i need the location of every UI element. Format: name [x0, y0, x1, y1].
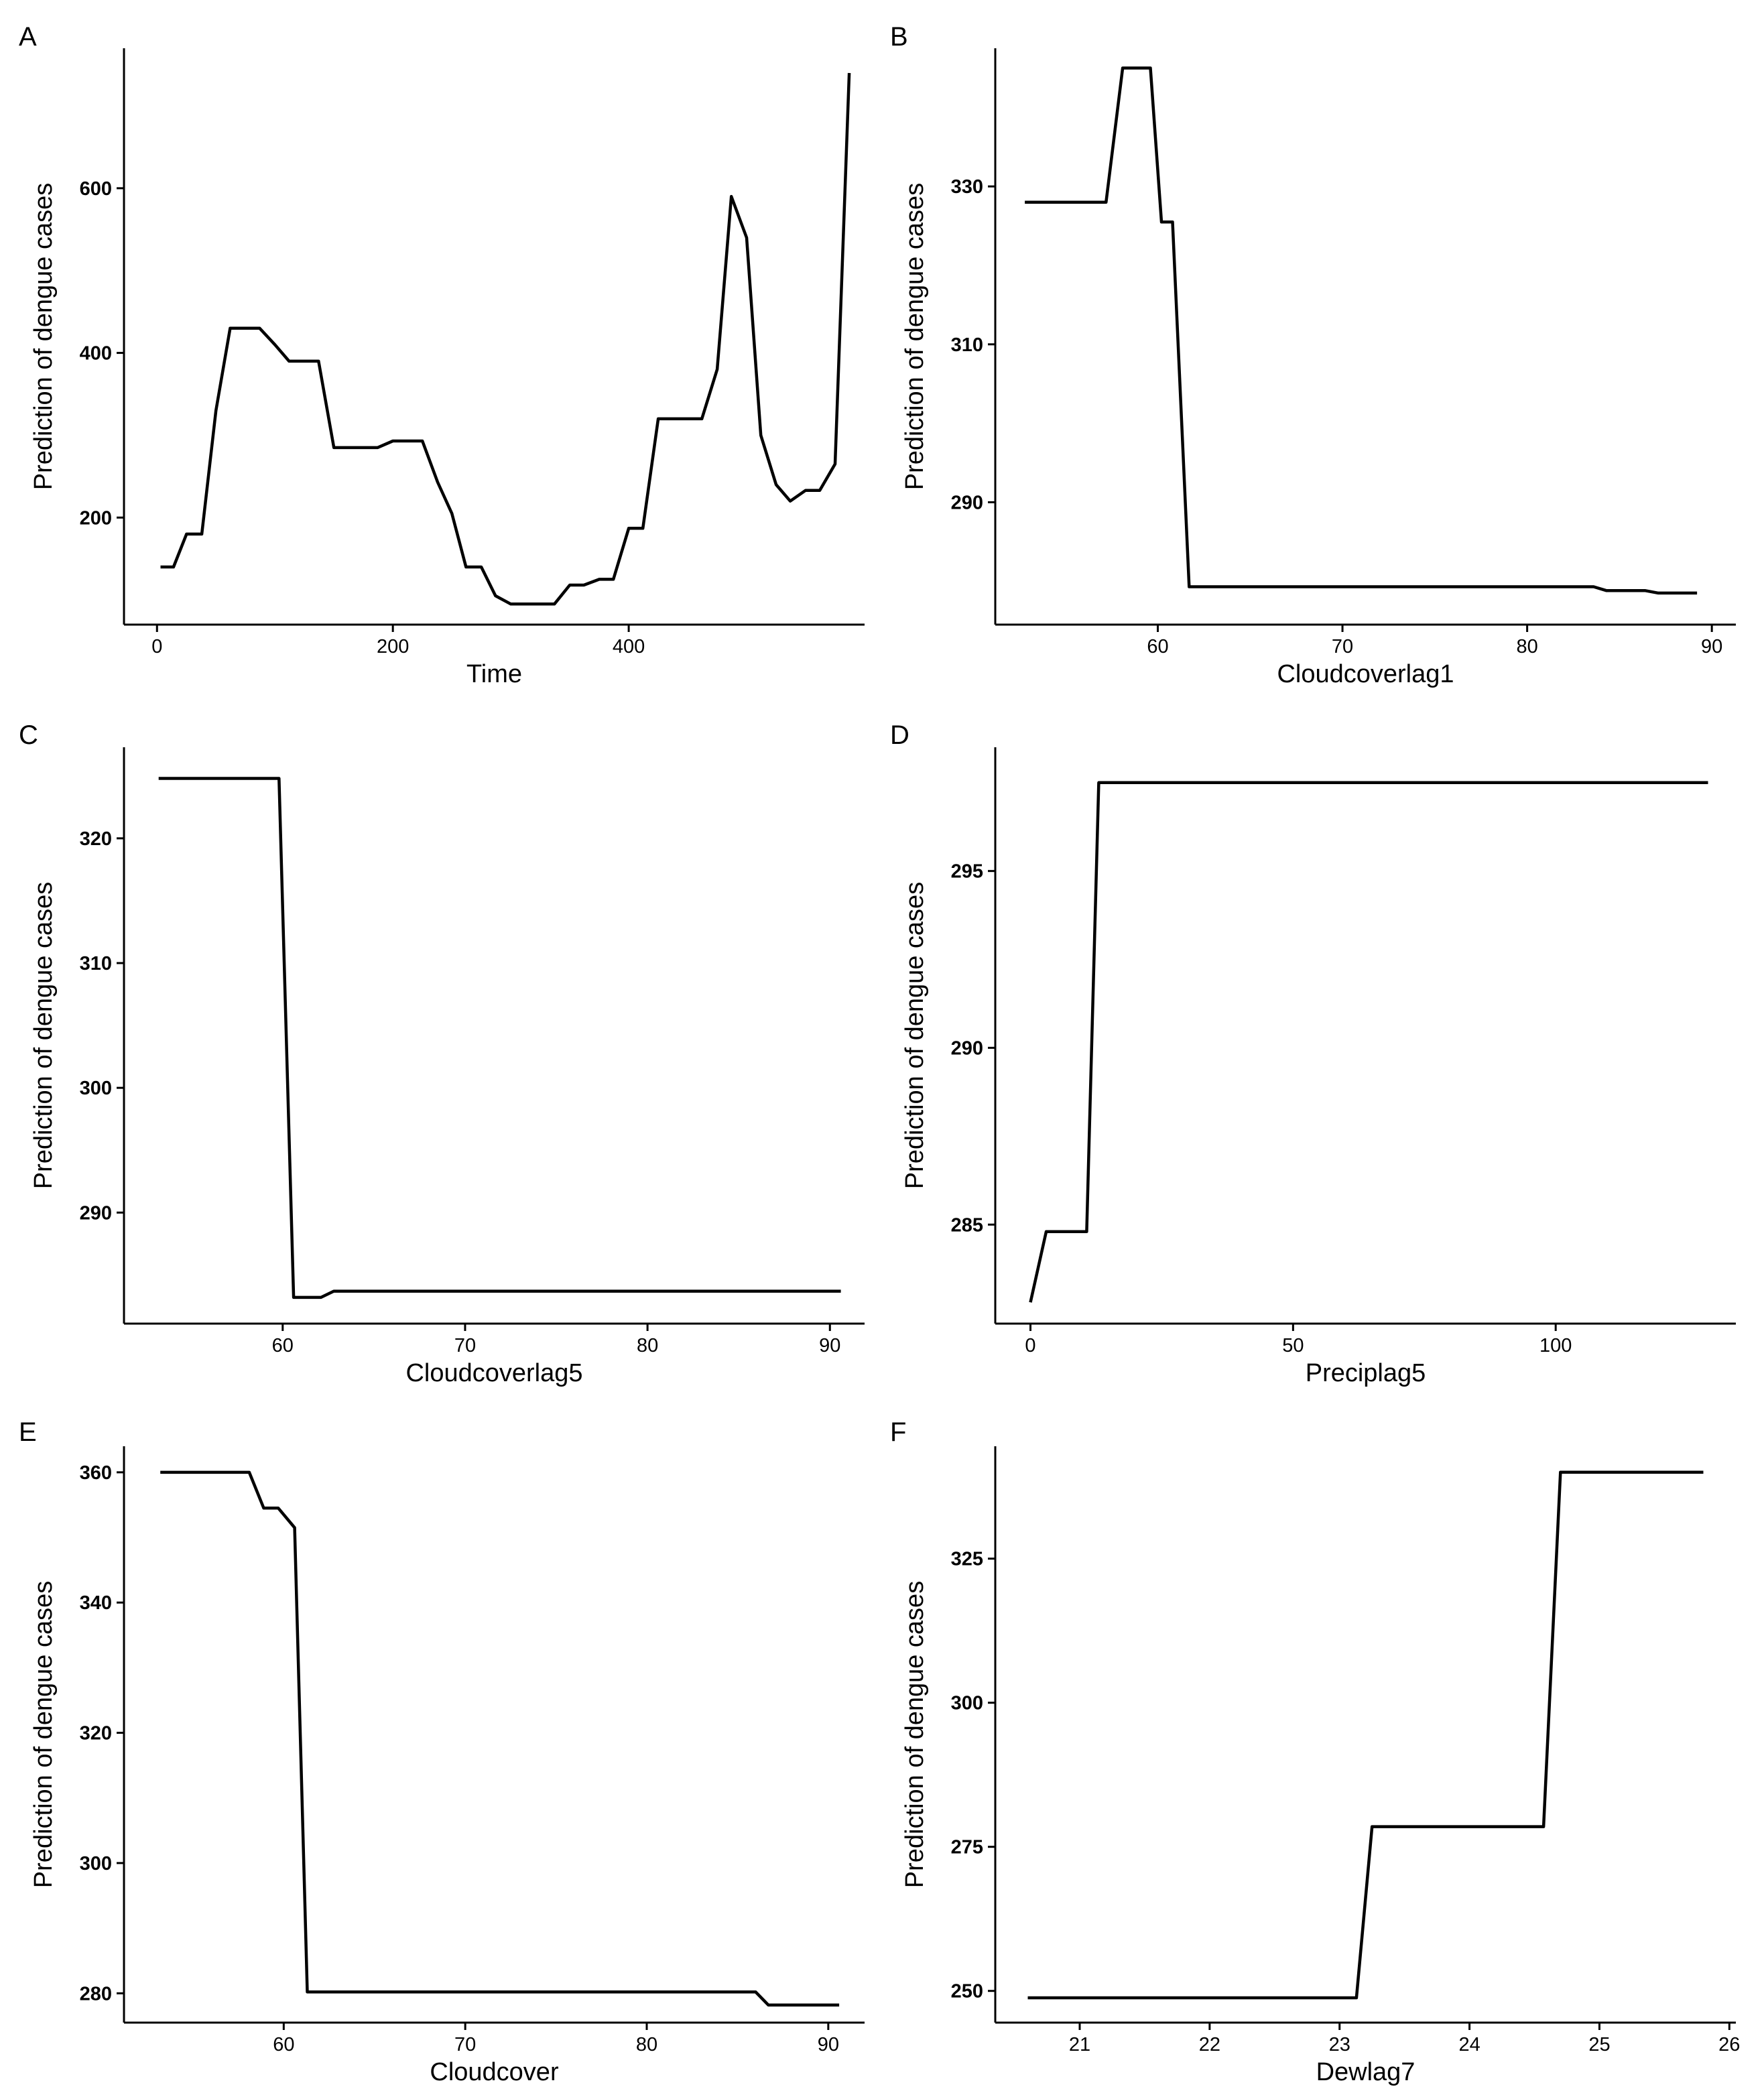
- panel-F-series-line: [1027, 1470, 1704, 2000]
- panel-B-y-tick-label: 290: [951, 492, 983, 513]
- panel-A-letter: A: [19, 22, 37, 52]
- panel-F-x-tick-label: 25: [1588, 2034, 1610, 2055]
- panel-F-x-title: Dewlag7: [1316, 2058, 1415, 2086]
- panel-D-y-tick-label: 285: [951, 1214, 983, 1236]
- panel-B-x-title: Cloudcoverlag1: [1277, 660, 1454, 688]
- panel-B-x-tick-label: 90: [1701, 636, 1722, 657]
- panel-B-x-tick-label: 80: [1516, 636, 1537, 657]
- panel-D-x-tick-label: 50: [1282, 1335, 1304, 1356]
- panel-B-letter: B: [890, 22, 908, 52]
- panel-A-y-tick-label: 400: [80, 343, 112, 365]
- panel-C-x-tick-label: 80: [637, 1335, 658, 1356]
- panel-F-x-tick-label: 22: [1199, 2034, 1220, 2055]
- panel-D: D 0 50 100 285 290 295 Preciplag5 Prediction …: [890, 720, 1736, 1387]
- panel-E-y-tick-label: 300: [80, 1853, 112, 1874]
- panel-C-letter: C: [19, 720, 38, 750]
- panel-F-letter: F: [890, 1417, 906, 1447]
- panel-F-x-tick-label: 23: [1329, 2034, 1350, 2055]
- panel-D-y-title: Prediction of dengue cases: [901, 882, 929, 1189]
- panel-C-y-tick-label: 290: [80, 1202, 112, 1224]
- panel-E-x-title: Cloudcover: [430, 2058, 559, 2086]
- panel-C-y-tick-label: 320: [80, 828, 112, 850]
- panel-B-series-line: [1025, 66, 1698, 595]
- panel-E-y-title: Prediction of dengue cases: [29, 1581, 58, 1888]
- panel-E-y-tick-label: 360: [80, 1462, 112, 1484]
- panel-F-x-tick-label: 21: [1069, 2034, 1090, 2055]
- panel-E: E 60 70 80 90 280 300 320 340 360 Cloudcover Pre…: [19, 1417, 865, 2086]
- panel-C-series-line: [158, 777, 841, 1299]
- panel-C-x-tick-label: 60: [272, 1335, 294, 1356]
- panel-B-x-tick-label: 60: [1147, 636, 1168, 657]
- panel-E-letter: E: [19, 1417, 37, 1447]
- panel-A-x-tick-label: 0: [151, 636, 162, 657]
- panel-E-x-tick-label: 80: [636, 2034, 657, 2055]
- panel-A-y-tick-label: 200: [80, 507, 112, 529]
- panel-A-series-line: [160, 72, 851, 606]
- panel-A-y-tick-label: 600: [80, 178, 112, 200]
- panel-C-y-tick-label: 300: [80, 1078, 112, 1099]
- panel-E-x-tick-label: 70: [454, 2034, 476, 2055]
- panel-D-y-tick-label: 290: [951, 1037, 983, 1059]
- panel-D-x-tick-label: 0: [1025, 1335, 1035, 1356]
- panel-B: B 60 70 80 90 290 310 330 Cloudcoverlag1 Predi…: [890, 22, 1736, 688]
- panel-F-y-tick-label: 325: [951, 1549, 983, 1570]
- panel-D-x-title: Preciplag5: [1306, 1359, 1426, 1387]
- panel-F-x-tick-label: 24: [1458, 2034, 1480, 2055]
- panel-F-x-tick-label: 26: [1718, 2034, 1740, 2055]
- panel-B-y-tick-label: 310: [951, 334, 983, 356]
- panel-C-x-tick-label: 70: [454, 1335, 476, 1356]
- panel-C-y-title: Prediction of dengue cases: [29, 882, 58, 1189]
- panel-E-y-tick-label: 280: [80, 1983, 112, 2005]
- panel-E-y-tick-label: 340: [80, 1592, 112, 1614]
- panel-F-y-tick-label: 275: [951, 1837, 983, 1858]
- panel-D-y-tick-label: 295: [951, 861, 983, 883]
- panel-F-y-title: Prediction of dengue cases: [901, 1581, 929, 1888]
- panel-A: A 0 200 400 200 400 600 Time Prediction of de…: [19, 22, 865, 688]
- panel-E-x-tick-label: 90: [818, 2034, 839, 2055]
- panel-A-x-tick-label: 400: [613, 636, 645, 657]
- panel-A-x-title: Time: [466, 660, 522, 688]
- panel-E-x-tick-label: 60: [273, 2034, 294, 2055]
- panel-E-series-line: [160, 1470, 840, 2007]
- panel-E-y-tick-label: 320: [80, 1723, 112, 1744]
- panel-B-y-tick-label: 330: [951, 176, 983, 198]
- panel-F: F 21 22 23 24 25 26 250 275 300 325 Dewlag7 Predi…: [890, 1417, 1740, 2086]
- panel-B-x-tick-label: 70: [1332, 636, 1353, 657]
- panel-D-x-tick-label: 100: [1539, 1335, 1572, 1356]
- panel-C-x-title: Cloudcoverlag5: [405, 1359, 582, 1387]
- panel-C-x-tick-label: 90: [819, 1335, 840, 1356]
- panel-A-y-title: Prediction of dengue cases: [29, 183, 58, 490]
- panel-D-series-line: [1029, 781, 1708, 1303]
- panel-F-y-tick-label: 250: [951, 1981, 983, 2003]
- panel-A-x-tick-label: 200: [377, 636, 409, 657]
- panel-C: C 60 70 80 90 290 300 310 320 Cloudcoverlag5 Pr…: [19, 720, 865, 1387]
- panel-D-letter: D: [890, 720, 909, 750]
- panel-F-y-tick-label: 300: [951, 1693, 983, 1714]
- panel-B-y-title: Prediction of dengue cases: [901, 183, 929, 490]
- panel-C-y-tick-label: 310: [80, 953, 112, 974]
